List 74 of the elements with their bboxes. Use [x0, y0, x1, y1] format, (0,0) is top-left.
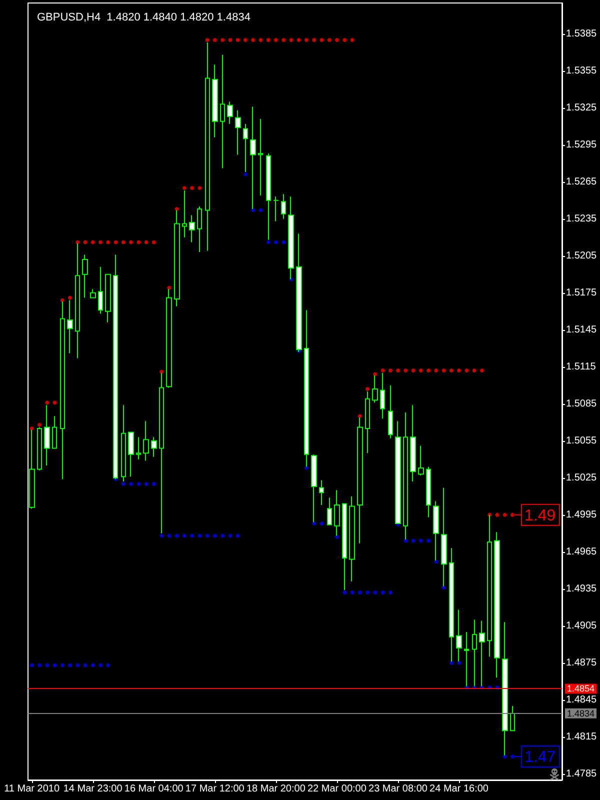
candlestick	[189, 214, 195, 243]
candlestick	[90, 288, 96, 298]
candlestick	[182, 190, 187, 238]
y-tick-label: 1.5085	[566, 398, 598, 410]
y-tick-label: 1.4875	[566, 657, 598, 668]
y-tick-label: 1.5205	[566, 250, 598, 262]
candlestick	[494, 532, 500, 678]
candlestick	[67, 300, 73, 354]
x-tick-label: 22 Mar 00:00	[307, 784, 367, 794]
candlestick	[52, 416, 57, 449]
text: 1.47	[524, 749, 556, 766]
ref-line-label: 1.4834	[567, 708, 595, 718]
candlestick	[212, 64, 218, 138]
y-tick-label: 1.5325	[566, 102, 598, 114]
candlestick	[44, 404, 50, 466]
candlestick	[281, 194, 286, 220]
y-tick-label: 1.5295	[566, 139, 598, 150]
candlestick	[98, 266, 103, 314]
candlestick	[258, 118, 263, 196]
candlestick	[410, 404, 416, 482]
candlestick	[113, 254, 118, 480]
candlestick	[143, 420, 149, 462]
x-tick-label: 11 Mar 2010	[4, 784, 60, 794]
y-tick-label: 1.5145	[566, 324, 598, 336]
candlestick	[266, 152, 271, 240]
x-tick-label: 18 Mar 20:00	[246, 784, 306, 794]
candlestick	[197, 206, 202, 253]
candlestick	[388, 384, 393, 439]
x-tick-label: 24 Mar 16:00	[430, 784, 489, 794]
y-tick-label: 1.4905	[566, 620, 598, 632]
y-tick-label: 1.5115	[566, 361, 596, 372]
y-tick-label: 1.5175	[566, 287, 598, 298]
candlestick	[220, 54, 225, 169]
candlestick	[288, 196, 294, 280]
candlestick	[319, 480, 324, 506]
candlestick	[227, 101, 233, 124]
x-tick-label: 16 Mar 04:00	[124, 784, 184, 794]
y-tick-label: 1.5355	[566, 65, 598, 76]
y-tick-label: 1.5385	[566, 28, 598, 40]
candlestick	[365, 391, 370, 454]
candlestick	[418, 445, 424, 476]
y-tick-label: 1.5265	[566, 176, 598, 188]
y-tick-label: 1.4845	[566, 694, 598, 706]
candlestick	[342, 503, 347, 591]
candlestick	[105, 274, 111, 323]
candlestick	[205, 42, 210, 252]
y-tick-label: 1.5055	[566, 435, 598, 446]
candlestick	[487, 514, 492, 658]
y-tick-label: 1.4815	[566, 731, 598, 742]
y-tick-label: 1.5025	[566, 472, 598, 484]
ref-line-label: 1.4854	[567, 684, 595, 694]
candlestick	[426, 466, 431, 518]
y-tick-label: 1.4965	[566, 546, 598, 558]
candlestick	[121, 404, 126, 482]
candlestick	[273, 196, 279, 222]
x-tick-label: 17 Mar 12:00	[185, 784, 245, 794]
candlestick	[82, 254, 88, 298]
candlestick	[243, 123, 248, 172]
candlestick	[235, 110, 241, 156]
y-tick-label: 1.4935	[566, 583, 598, 594]
y-tick-label: 1.5235	[566, 213, 598, 224]
candlestick	[510, 706, 515, 732]
text: GBPUSD,H4 1.4820 1.4840 1.4820 1.4834	[37, 12, 250, 24]
candlestick	[128, 432, 134, 478]
candlestick	[349, 496, 355, 582]
candlestick	[37, 426, 42, 471]
x-tick-label: 23 Mar 08:00	[368, 784, 428, 794]
candlestick	[136, 436, 141, 460]
candlestick	[380, 372, 385, 420]
text: 1.49	[524, 507, 556, 524]
y-tick-label: 1.4785	[566, 768, 598, 780]
y-tick-label: 1.4995	[566, 509, 598, 520]
candlestick	[151, 436, 157, 458]
x-tick-label: 14 Mar 23:00	[63, 784, 123, 794]
